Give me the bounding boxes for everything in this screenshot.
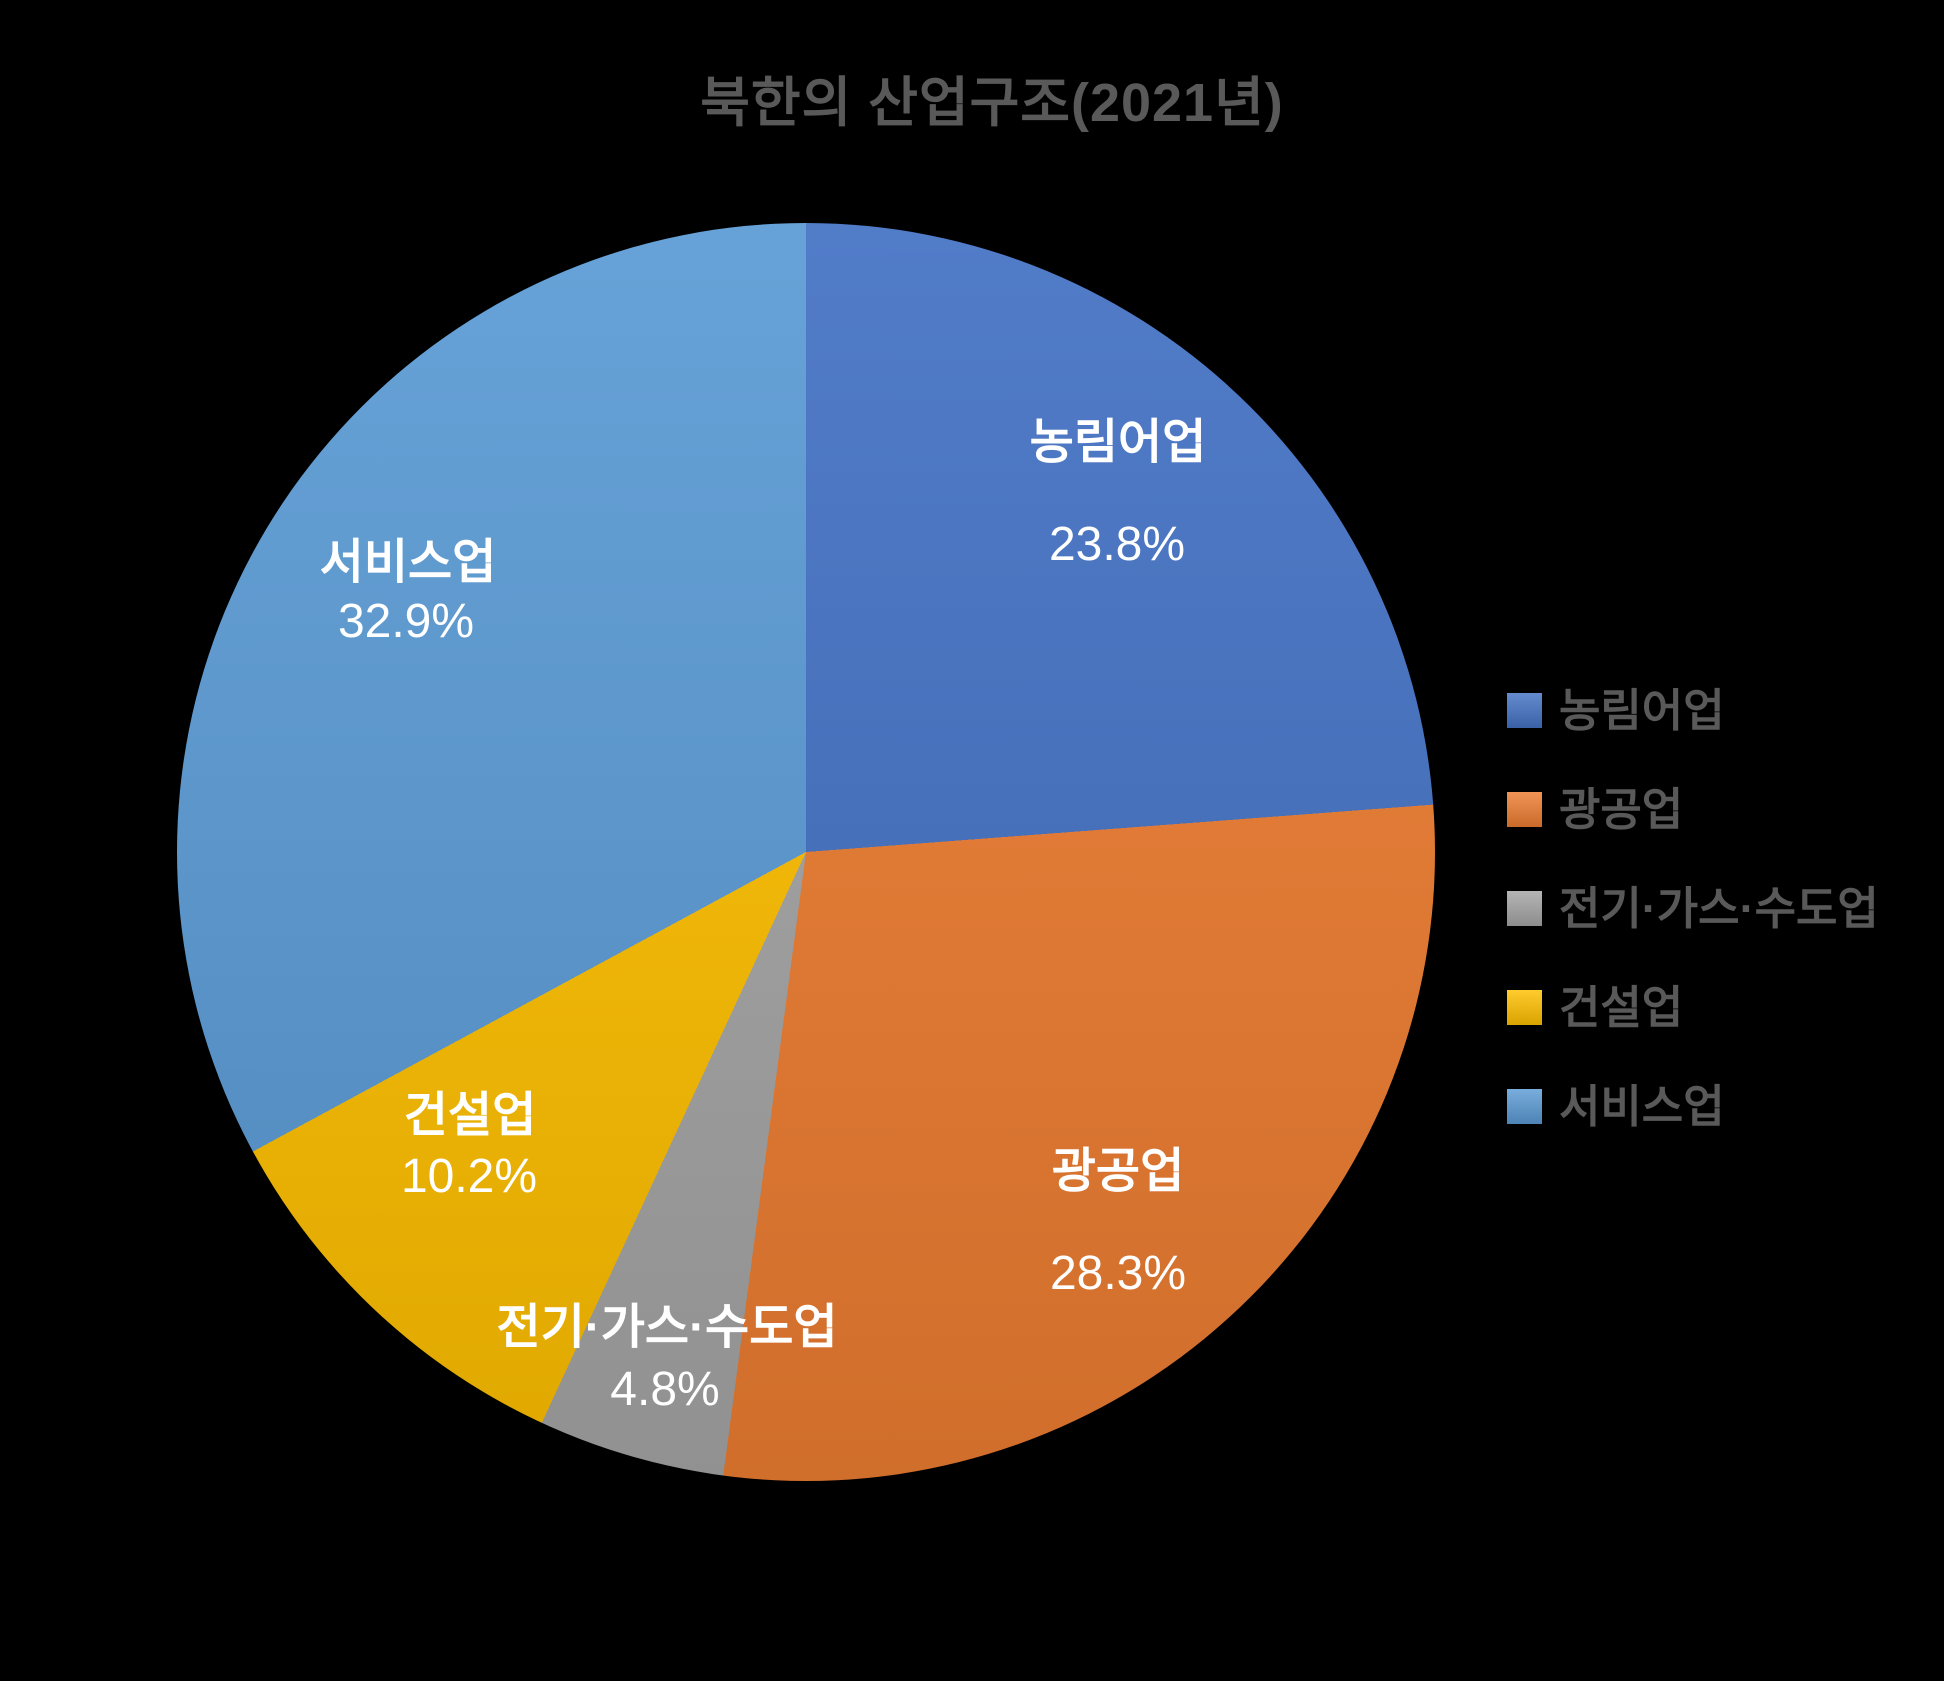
slice-percent-construction: 10.2%: [400, 1150, 538, 1203]
slice-percent-utilities: 4.8%: [610, 1363, 720, 1416]
slice-label-utilities: 전기·가스·수도업: [496, 1301, 838, 1354]
slice-label-services: 서비스업: [319, 536, 497, 589]
slice-label-mining-manufacturing: 광공업: [1051, 1145, 1185, 1198]
slice-label-agriculture: 농림어업: [1029, 416, 1207, 469]
slice-percent-agriculture: 23.8%: [1048, 518, 1186, 571]
chart-title: 북한의 산업구조(2021년): [700, 73, 1284, 133]
legend-label-agriculture: 농림어업: [1559, 684, 1725, 736]
legend-item-mining-manufacturing: 광공업: [1507, 776, 1879, 842]
legend-swatch-mining-manufacturing: [1507, 791, 1542, 827]
slice-percent-services: 32.9%: [337, 595, 475, 648]
slice-label-construction: 건설업: [403, 1089, 537, 1142]
legend-swatch-utilities: [1507, 890, 1542, 926]
legend-swatch-construction: [1507, 989, 1542, 1025]
legend-swatch-services: [1507, 1088, 1542, 1124]
legend-item-services: 서비스업: [1507, 1073, 1879, 1139]
legend-label-services: 서비스업: [1559, 1080, 1725, 1132]
legend-label-utilities: 전기·가스·수도업: [1559, 882, 1879, 934]
pie-chart: [177, 223, 1435, 1481]
legend: 농림어업 광공업 전기·가스·수도업 건설업 서비스업: [1507, 677, 1879, 1139]
legend-item-utilities: 전기·가스·수도업: [1507, 875, 1879, 941]
legend-label-construction: 건설업: [1559, 981, 1684, 1033]
legend-item-construction: 건설업: [1507, 974, 1879, 1040]
legend-swatch-agriculture: [1507, 692, 1542, 728]
slice-percent-mining-manufacturing: 28.3%: [1049, 1247, 1187, 1300]
legend-item-agriculture: 농림어업: [1507, 677, 1879, 743]
legend-label-mining-manufacturing: 광공업: [1559, 783, 1684, 835]
